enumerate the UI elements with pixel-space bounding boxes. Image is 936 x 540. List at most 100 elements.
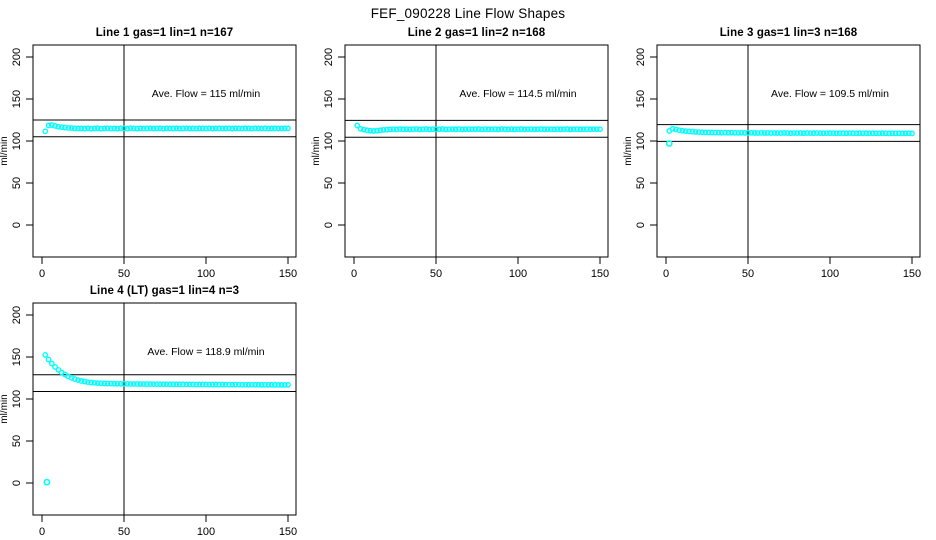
data-point [863, 130, 869, 137]
ave-flow-label: Ave. Flow = 115 ml/min [152, 88, 261, 100]
data-point [75, 377, 81, 383]
panel-2: 0 50 100 150 0 50 100 150 200 ml/min Ave. Flow = 1… [311, 44, 609, 280]
y-tick-label: 50 [323, 177, 335, 189]
panel-title-line-3: Line 3 gas=1 lin=3 n=168 [719, 27, 858, 39]
x-tick-label: 0 [39, 268, 45, 280]
data-point [262, 381, 268, 388]
data-point [728, 129, 735, 136]
x-tick-label: 100 [509, 268, 527, 280]
data-point [160, 381, 167, 388]
data-point [583, 126, 590, 133]
data-point [150, 381, 157, 388]
data-point [741, 130, 748, 136]
y-tick-label: 0 [323, 222, 335, 228]
data-point [107, 380, 114, 387]
data-point [55, 123, 62, 130]
data-point [147, 381, 154, 388]
data-point [449, 126, 456, 133]
data-point [433, 126, 439, 133]
data-point [134, 381, 141, 387]
data-point [271, 125, 278, 132]
data-point [68, 125, 75, 131]
data-point [722, 129, 728, 136]
data-point [239, 125, 245, 132]
data-point [899, 130, 906, 137]
data-point [511, 126, 518, 133]
data-point [873, 130, 879, 137]
data-point [423, 126, 430, 132]
data-point [856, 130, 863, 137]
data-point [275, 381, 282, 388]
x-tick-label: 50 [118, 268, 130, 280]
y-axis-label: ml/min [0, 394, 10, 423]
data-point [85, 379, 91, 386]
data-point [167, 381, 173, 388]
data-point [393, 126, 400, 133]
data-point [189, 125, 196, 132]
data-point [249, 125, 255, 132]
data-point [695, 129, 702, 135]
data-point [850, 130, 856, 137]
data-point [528, 126, 535, 133]
plot-box [32, 302, 297, 516]
y-axis-label: ml/min [311, 136, 322, 165]
data-point [895, 130, 902, 137]
data-point [524, 126, 531, 133]
data-point [222, 381, 229, 388]
data-point [130, 381, 137, 387]
data-point [189, 381, 196, 388]
data-point [140, 125, 147, 132]
data-point [199, 381, 206, 388]
data-point [593, 126, 600, 133]
data-point [249, 381, 255, 388]
y-tick-label: 150 [635, 90, 647, 108]
data-point [462, 126, 469, 133]
x-tick-label: 50 [430, 268, 442, 280]
data-point [686, 128, 692, 135]
data-point [94, 125, 101, 132]
y-tick-label: 150 [323, 90, 335, 108]
data-point [397, 126, 403, 132]
data-point [114, 380, 121, 387]
data-point [370, 128, 377, 134]
ave-flow-label: Ave. Flow = 109.5 ml/min [771, 88, 889, 100]
x-tick-label: 100 [821, 268, 839, 280]
x-tick-label: 150 [903, 268, 921, 280]
data-point [676, 127, 683, 134]
y-tick-label: 50 [11, 435, 23, 447]
y-tick-label: 200 [11, 306, 23, 324]
data-point [219, 381, 226, 388]
data-point [567, 126, 574, 133]
data-point [469, 126, 475, 133]
data-point [426, 126, 433, 133]
data-point [794, 130, 801, 137]
data-point [905, 130, 912, 137]
data-point [98, 125, 104, 132]
data-point [544, 126, 551, 133]
data-point [840, 130, 847, 137]
data-point [406, 126, 413, 133]
x-tick-label: 150 [279, 526, 297, 538]
data-point [557, 126, 564, 133]
data-point [488, 126, 495, 133]
data-point [485, 126, 492, 133]
panel-4: 0 50 100 150 0 50 100 150 200 ml/min Ave. Flow = 1… [0, 302, 297, 538]
data-point [597, 126, 603, 133]
data-point [547, 126, 554, 133]
data-point [387, 126, 393, 133]
data-point [170, 125, 177, 132]
data-point [157, 381, 163, 388]
data-point [167, 125, 173, 132]
data-point [689, 128, 696, 135]
data-point [157, 125, 163, 132]
data-point [682, 128, 689, 134]
data-point [281, 125, 288, 132]
data-point [807, 130, 814, 137]
data-point [403, 126, 410, 133]
data-point [400, 126, 407, 133]
y-tick-label: 0 [11, 480, 23, 486]
data-point [62, 124, 68, 131]
data-point [590, 126, 597, 133]
data-point [58, 124, 65, 131]
